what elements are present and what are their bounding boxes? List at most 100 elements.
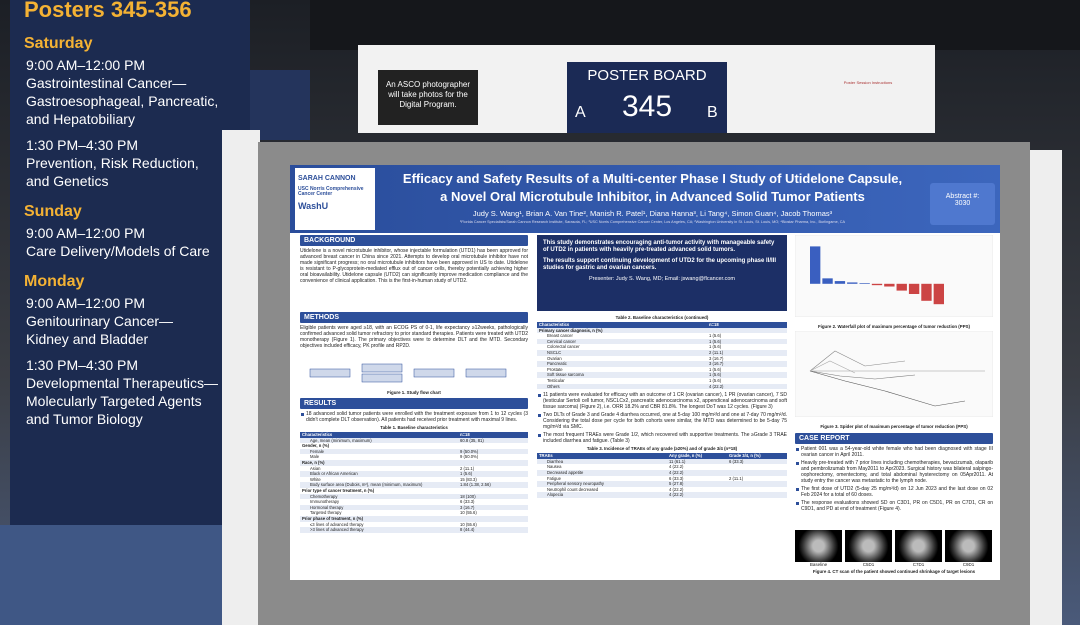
- result-bullet: Two DLTs of Grade 3 and Grade 4 diarrhea…: [537, 412, 787, 430]
- schedule-sign: Posters 345-356 Saturday 9:00 AM–12:00 PM…: [10, 0, 250, 525]
- waterfall-plot: [795, 235, 993, 318]
- table-cell: 1 (5.6): [707, 366, 787, 373]
- session-topic: Kidney and Bladder: [26, 331, 149, 347]
- figure-caption: Figure 2. Waterfall plot of maximum perc…: [817, 324, 971, 329]
- section-heading: BACKGROUND: [300, 235, 528, 246]
- table-cell: ≤3 lines of advanced therapy: [300, 521, 458, 528]
- patient-line: [809, 360, 856, 374]
- board-number: 345: [621, 90, 673, 123]
- waterfall-bar: [884, 283, 895, 287]
- logos: SARAH CANNON USC Norris Comprehensive Can…: [295, 168, 375, 230]
- table-cell: Primary cancer diagnosis, n (%): [537, 327, 707, 334]
- table-caption: Table 3. Incidence of TRAEs of any grade…: [586, 446, 738, 452]
- ct-label: Baseline: [809, 562, 828, 567]
- table-cell: [458, 443, 528, 449]
- day-heading: Saturday: [24, 35, 93, 52]
- patient-line: [809, 350, 906, 372]
- table-cell: Soft tissue sarcoma: [537, 372, 707, 378]
- waterfall-bar: [908, 283, 920, 294]
- poster: SARAH CANNON USC Norris Comprehensive Can…: [290, 165, 1000, 580]
- table-cell: Male: [300, 454, 458, 460]
- highlight-box: This study demonstrates encouraging anti…: [537, 235, 787, 311]
- table-cell: 4 (22.2): [667, 464, 727, 470]
- table-cell: [707, 327, 787, 334]
- flow-box: [361, 363, 403, 373]
- flow-box: [361, 373, 403, 383]
- table-cell: 4 (22.2): [667, 469, 727, 476]
- authors: Judy S. Wang¹, Brian A. Van Tine², Manis…: [472, 209, 833, 218]
- table-cell: 2 (11.1): [458, 465, 528, 472]
- table-cell: 1.84 (1.38, 2.56): [458, 482, 528, 488]
- table-cell: 9 (50.0%): [458, 454, 528, 460]
- table-cell: Body surface area (Dubois, m²), mean (mi…: [300, 482, 458, 488]
- logo: SARAH CANNON: [298, 175, 356, 182]
- board-sign: An ASCO photographer will take photos fo…: [358, 45, 935, 133]
- session-topic: and Hepatobiliary: [26, 111, 135, 127]
- waterfall-bar: [921, 283, 932, 301]
- session-topic: Molecularly Targeted Agents: [26, 393, 202, 409]
- table-cell: 3 (16.7): [707, 361, 787, 367]
- ceiling: [310, 0, 1080, 50]
- session-time: 1:30 PM–4:30 PM: [26, 357, 139, 373]
- title-line: Efficacy and Safety Results of a Multi-c…: [402, 171, 903, 186]
- case-bullet: Heavily pre-treated with 7 prior lines i…: [795, 460, 993, 484]
- table-cell: Cervical cancer: [537, 338, 707, 345]
- table-header: Characteristics: [300, 432, 458, 438]
- methods-text: Eligible patients were aged ≥18, with an…: [300, 325, 528, 349]
- affiliations: ¹Florida Cancer Specialists/Sarah Cannon…: [459, 220, 846, 224]
- table-cell: Diarrhea: [537, 458, 667, 465]
- waterfall-bar: [933, 283, 944, 305]
- session-topic: Genitourinary Cancer—: [26, 313, 174, 329]
- key-point: The results support continuing developme…: [543, 258, 777, 271]
- background-text: Utidelone is a novel microtubule inhibit…: [300, 248, 528, 284]
- sign-title: Posters 345-356: [24, 0, 192, 22]
- table-cell: [727, 486, 787, 493]
- schedule: Saturday 9:00 AM–12:00 PM Gastrointestinal…: [24, 34, 250, 428]
- carpet: [0, 525, 260, 625]
- session-topic: Developmental Therapeutics—: [26, 375, 218, 391]
- poster-header: SARAH CANNON USC Norris Comprehensive Can…: [290, 165, 1000, 233]
- table-cell: 4 (22.2): [667, 492, 727, 498]
- table-cell: Others: [537, 383, 707, 390]
- table-cell: 3 (16.7): [707, 355, 787, 362]
- ct-label: C9D1: [962, 562, 975, 567]
- waterfall-bar: [859, 283, 870, 284]
- table-cell: [727, 481, 787, 487]
- table-caption: Table 2. Baseline characteristics (conti…: [615, 315, 709, 320]
- session-time: 9:00 AM–12:00 PM: [26, 225, 146, 241]
- table-cell: 4 (22.2): [667, 486, 727, 493]
- case-report: Patient 001 was a 54-year-old white fema…: [795, 444, 993, 530]
- table-2: Characteristics n=18 Primary cancer diagno…: [537, 322, 787, 390]
- session-topic: and Tumor Biology: [26, 411, 143, 427]
- stand-right: [1030, 150, 1062, 625]
- table-cell: Female: [300, 448, 458, 455]
- section-heading: METHODS: [300, 312, 528, 323]
- session-time: 9:00 AM–12:00 PM: [26, 295, 146, 311]
- case-bullet: Patient 001 was a 54-year-old white fema…: [795, 446, 993, 458]
- presenter: Presenter: Judy S. Wang, MD; Email: jswa…: [589, 276, 735, 282]
- figure-caption: Figure 1. Study flow chart: [387, 390, 441, 395]
- photo-notice: An ASCO photographer will take photos fo…: [378, 70, 478, 125]
- figure-caption: Figure 3. Spider plot of maximum percent…: [820, 424, 968, 429]
- waterfall-bar: [810, 246, 821, 284]
- table-cell: 2 (11.1): [727, 475, 787, 482]
- table-cell: 1 (5.6): [707, 333, 787, 339]
- table-cell: [727, 492, 787, 498]
- results-bullets: 11 patients were evaluated for efficacy …: [537, 392, 787, 444]
- table-cell: [727, 464, 787, 470]
- table-cell: Gender, n (%): [300, 443, 458, 449]
- session-time: 9:00 AM–12:00 PM: [26, 57, 146, 73]
- table-cell: [458, 487, 528, 494]
- key-point: This study demonstrates encouraging anti…: [543, 240, 775, 253]
- table-cell: Targeted therapy: [300, 510, 458, 516]
- table-cell: 15 (83.3): [458, 476, 528, 483]
- table-cell: 18 (100): [458, 493, 528, 500]
- table-cell: Alopecia: [537, 492, 667, 498]
- table-cell: Fatigue: [537, 475, 667, 482]
- ct-images: Baseline C5D1 C7D1 C9D1: [795, 530, 993, 567]
- table-cell: Asian: [300, 465, 458, 472]
- session-topic: Gastrointestinal Cancer—: [26, 75, 187, 91]
- table-cell: Age, mean (minimum, maximum): [300, 437, 458, 444]
- table-cell: 6 (33.3): [458, 499, 528, 505]
